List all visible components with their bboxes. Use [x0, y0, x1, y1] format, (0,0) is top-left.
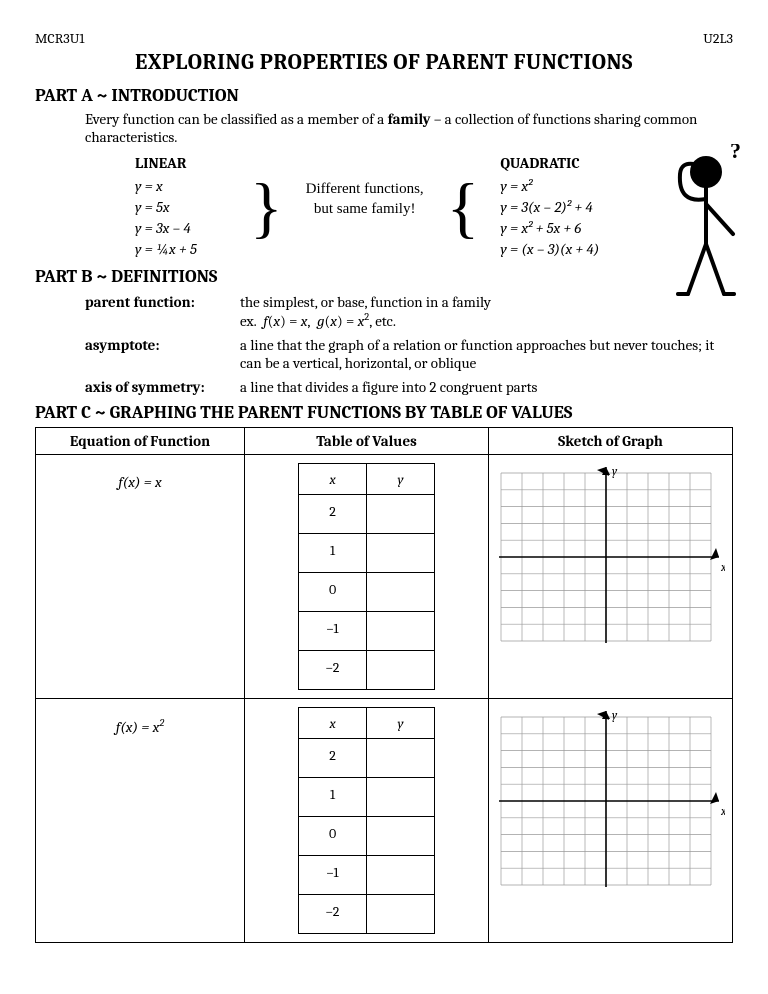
definitions: parent function: the simplest, or base, …: [85, 293, 733, 396]
def-text: a line that divides a figure into 2 cong…: [240, 378, 733, 396]
part-b-heading: PART B ~ DEFINITIONS: [35, 266, 733, 287]
thinking-figure-icon: ?: [658, 144, 753, 304]
equation-cell: f(x) = x: [36, 455, 245, 699]
family-note: Different functions, but same family!: [306, 180, 424, 260]
table-of-values: xy 2 1 0 –1 –2: [245, 455, 489, 699]
table-row: f(x) = x2 xy 2 1 0 –1 –2 xy: [36, 699, 733, 943]
linear-title: LINEAR: [135, 154, 235, 172]
graph-cell: xy: [489, 455, 733, 699]
def-text: a line that the graph of a relation or f…: [240, 336, 733, 372]
unit-code: U2L3: [703, 30, 733, 47]
quadratic-list: y = x² y = 3(x – 2)² + 4 y = x² + 5x + 6…: [500, 176, 650, 260]
svg-text:y: y: [612, 711, 618, 722]
parent-functions-table: Equation of Function Table of Values Ske…: [35, 427, 733, 943]
svg-text:y: y: [612, 467, 618, 478]
blank-grid-graph: xy: [497, 467, 725, 645]
brace-right: {: [447, 154, 480, 260]
def-term: asymptote:: [85, 336, 240, 372]
part-c-heading: PART C ~ GRAPHING THE PARENT FUNCTIONS B…: [35, 402, 733, 423]
intro-text: Every function can be classified as a me…: [85, 110, 733, 146]
col-header: Table of Values: [245, 428, 489, 455]
col-header: Equation of Function: [36, 428, 245, 455]
svg-text:x: x: [720, 804, 725, 818]
table-row: f(x) = x xy 2 1 0 –1 –2 xy: [36, 455, 733, 699]
part-a-heading: PART A ~ INTRODUCTION: [35, 85, 733, 106]
equation-cell: f(x) = x2: [36, 699, 245, 943]
col-header: Sketch of Graph: [489, 428, 733, 455]
svg-text:?: ?: [730, 144, 741, 163]
linear-list: y = x y = 5x y = 3x – 4 y = ¼x + 5: [135, 176, 235, 260]
def-term: axis of symmetry:: [85, 378, 240, 396]
brace-left: }: [250, 154, 283, 260]
page-title: EXPLORING PROPERTIES OF PARENT FUNCTIONS: [35, 49, 733, 75]
quadratic-title: QUADRATIC: [500, 154, 650, 172]
svg-text:x: x: [720, 560, 725, 574]
blank-grid-graph: xy: [497, 711, 725, 889]
def-term: parent function:: [85, 293, 240, 330]
table-of-values: xy 2 1 0 –1 –2: [245, 699, 489, 943]
graph-cell: xy: [489, 699, 733, 943]
course-code: MCR3U1: [35, 30, 84, 47]
family-examples: LINEAR y = x y = 5x y = 3x – 4 y = ¼x + …: [135, 154, 733, 260]
